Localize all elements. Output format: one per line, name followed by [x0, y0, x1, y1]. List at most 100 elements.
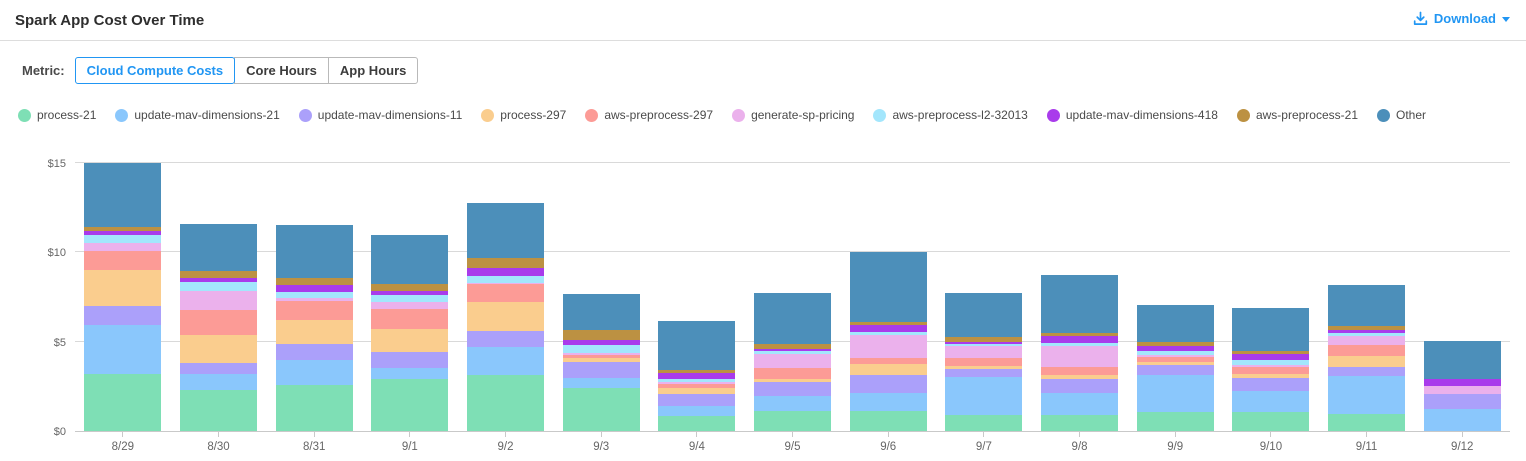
- bar-segment-process-297[interactable]: [467, 302, 545, 331]
- bar-segment-aws-preprocess-297[interactable]: [371, 308, 449, 330]
- bar-segment-update-mav-dimensions-11[interactable]: [1423, 394, 1501, 409]
- bar-segment-aws-preprocess-21[interactable]: [849, 321, 927, 326]
- stacked-bar-9/10[interactable]: [1232, 307, 1310, 431]
- bar-segment-update-mav-dimensions-11[interactable]: [849, 375, 927, 394]
- metric-option-cloud-compute-costs[interactable]: Cloud Compute Costs: [74, 57, 236, 84]
- stacked-bar-9/11[interactable]: [1328, 284, 1406, 431]
- bar-segment-Other[interactable]: [180, 223, 257, 272]
- bar-segment-process-21[interactable]: [467, 374, 545, 431]
- bar-segment-process-21[interactable]: [562, 388, 640, 431]
- bar-segment-update-mav-dimensions-21[interactable]: [467, 347, 545, 375]
- bar-segment-aws-preprocess-21[interactable]: [1041, 332, 1119, 337]
- bar-segment-aws-preprocess-21[interactable]: [658, 370, 736, 374]
- bar-segment-process-21[interactable]: [658, 415, 736, 431]
- bar-segment-update-mav-dimensions-418[interactable]: [658, 373, 736, 379]
- bar-segment-Other[interactable]: [84, 163, 162, 227]
- bar-segment-process-297[interactable]: [275, 320, 353, 345]
- bar-segment-generate-sp-pricing[interactable]: [754, 353, 832, 369]
- bar-segment-aws-preprocess-297[interactable]: [1232, 367, 1310, 374]
- bar-segment-aws-preprocess-297[interactable]: [1328, 344, 1406, 356]
- bar-segment-update-mav-dimensions-11[interactable]: [945, 369, 1023, 378]
- bar-segment-update-mav-dimensions-21[interactable]: [275, 360, 353, 386]
- bar-segment-aws-preprocess-l2-32013[interactable]: [849, 331, 927, 336]
- bar-segment-update-mav-dimensions-11[interactable]: [658, 393, 736, 406]
- bar-segment-process-21[interactable]: [1232, 412, 1310, 431]
- bar-segment-update-mav-dimensions-418[interactable]: [1232, 353, 1310, 361]
- bar-segment-update-mav-dimensions-11[interactable]: [562, 362, 640, 379]
- bar-segment-aws-preprocess-l2-32013[interactable]: [371, 294, 449, 302]
- bar-segment-Other[interactable]: [562, 293, 640, 331]
- bar-segment-generate-sp-pricing[interactable]: [1136, 354, 1214, 358]
- bar-segment-aws-preprocess-l2-32013[interactable]: [275, 292, 353, 299]
- bar-segment-generate-sp-pricing[interactable]: [84, 242, 162, 251]
- legend-item-update-mav-dimensions-418[interactable]: update-mav-dimensions-418: [1046, 108, 1218, 122]
- bar-segment-process-21[interactable]: [849, 411, 927, 431]
- bar-segment-aws-preprocess-l2-32013[interactable]: [1328, 332, 1406, 336]
- bar-segment-update-mav-dimensions-418[interactable]: [1041, 336, 1119, 343]
- bar-segment-update-mav-dimensions-21[interactable]: [1041, 393, 1119, 416]
- stacked-bar-9/1[interactable]: [371, 235, 449, 431]
- bar-segment-aws-preprocess-l2-32013[interactable]: [658, 378, 736, 382]
- bar-segment-process-297[interactable]: [849, 364, 927, 376]
- stacked-bar-8/31[interactable]: [275, 224, 353, 431]
- bar-segment-process-297[interactable]: [180, 335, 257, 364]
- bar-segment-update-mav-dimensions-418[interactable]: [467, 267, 545, 276]
- legend-item-process-21[interactable]: process-21: [18, 108, 96, 122]
- legend-item-process-297[interactable]: process-297: [481, 108, 566, 122]
- bar-segment-process-21[interactable]: [945, 415, 1023, 431]
- bar-segment-generate-sp-pricing[interactable]: [562, 352, 640, 355]
- bar-segment-process-21[interactable]: [1041, 415, 1119, 431]
- bar-segment-update-mav-dimensions-21[interactable]: [1328, 376, 1406, 415]
- bar-segment-aws-preprocess-l2-32013[interactable]: [754, 351, 832, 354]
- stacked-bar-9/2[interactable]: [467, 203, 545, 431]
- bar-segment-generate-sp-pricing[interactable]: [658, 381, 736, 384]
- bar-segment-aws-preprocess-l2-32013[interactable]: [467, 275, 545, 283]
- bar-segment-update-mav-dimensions-418[interactable]: [180, 278, 257, 282]
- bar-segment-update-mav-dimensions-418[interactable]: [1328, 329, 1406, 333]
- bar-segment-update-mav-dimensions-21[interactable]: [562, 378, 640, 389]
- bar-segment-update-mav-dimensions-21[interactable]: [1136, 374, 1214, 412]
- bar-segment-Other[interactable]: [1423, 340, 1501, 380]
- bar-segment-aws-preprocess-21[interactable]: [562, 330, 640, 341]
- bar-segment-update-mav-dimensions-21[interactable]: [945, 377, 1023, 416]
- bar-segment-generate-sp-pricing[interactable]: [275, 298, 353, 301]
- bar-segment-process-297[interactable]: [1041, 374, 1119, 380]
- bar-segment-aws-preprocess-21[interactable]: [945, 337, 1023, 342]
- legend-item-update-mav-dimensions-21[interactable]: update-mav-dimensions-21: [115, 108, 280, 122]
- bar-segment-update-mav-dimensions-11[interactable]: [180, 363, 257, 374]
- bar-segment-aws-preprocess-297[interactable]: [84, 250, 162, 271]
- bar-segment-update-mav-dimensions-11[interactable]: [1136, 364, 1214, 375]
- stacked-bar-9/4[interactable]: [658, 321, 736, 431]
- bar-segment-update-mav-dimensions-21[interactable]: [658, 405, 736, 416]
- bar-segment-update-mav-dimensions-21[interactable]: [1423, 408, 1501, 431]
- bar-segment-update-mav-dimensions-21[interactable]: [849, 393, 927, 411]
- bar-segment-Other[interactable]: [1041, 274, 1119, 333]
- stacked-bar-8/30[interactable]: [180, 223, 257, 431]
- bar-segment-generate-sp-pricing[interactable]: [1041, 346, 1119, 368]
- bar-segment-Other[interactable]: [1328, 284, 1406, 327]
- bar-segment-Other[interactable]: [1232, 307, 1310, 351]
- stacked-bar-9/3[interactable]: [562, 293, 640, 431]
- legend-item-Other[interactable]: Other: [1377, 108, 1426, 122]
- bar-segment-process-297[interactable]: [1232, 373, 1310, 379]
- bar-segment-generate-sp-pricing[interactable]: [1328, 335, 1406, 345]
- bar-segment-aws-preprocess-297[interactable]: [658, 383, 736, 388]
- bar-segment-process-297[interactable]: [371, 329, 449, 352]
- bar-segment-Other[interactable]: [658, 321, 736, 371]
- download-button[interactable]: Download: [1413, 11, 1510, 26]
- bar-segment-aws-preprocess-297[interactable]: [754, 368, 832, 379]
- bar-segment-update-mav-dimensions-418[interactable]: [562, 340, 640, 345]
- bar-segment-aws-preprocess-297[interactable]: [1136, 357, 1214, 362]
- bar-segment-aws-preprocess-21[interactable]: [180, 271, 257, 279]
- bar-segment-Other[interactable]: [754, 292, 832, 344]
- stacked-bar-8/29[interactable]: [84, 163, 162, 431]
- bar-segment-Other[interactable]: [275, 224, 353, 279]
- bar-segment-aws-preprocess-21[interactable]: [1328, 326, 1406, 330]
- bar-segment-process-297[interactable]: [754, 378, 832, 383]
- bar-segment-Other[interactable]: [371, 235, 449, 285]
- bar-segment-process-21[interactable]: [754, 411, 832, 431]
- bar-segment-aws-preprocess-21[interactable]: [84, 226, 162, 231]
- stacked-bar-9/9[interactable]: [1136, 305, 1214, 431]
- bar-segment-process-21[interactable]: [84, 373, 162, 431]
- bar-segment-process-297[interactable]: [1328, 355, 1406, 368]
